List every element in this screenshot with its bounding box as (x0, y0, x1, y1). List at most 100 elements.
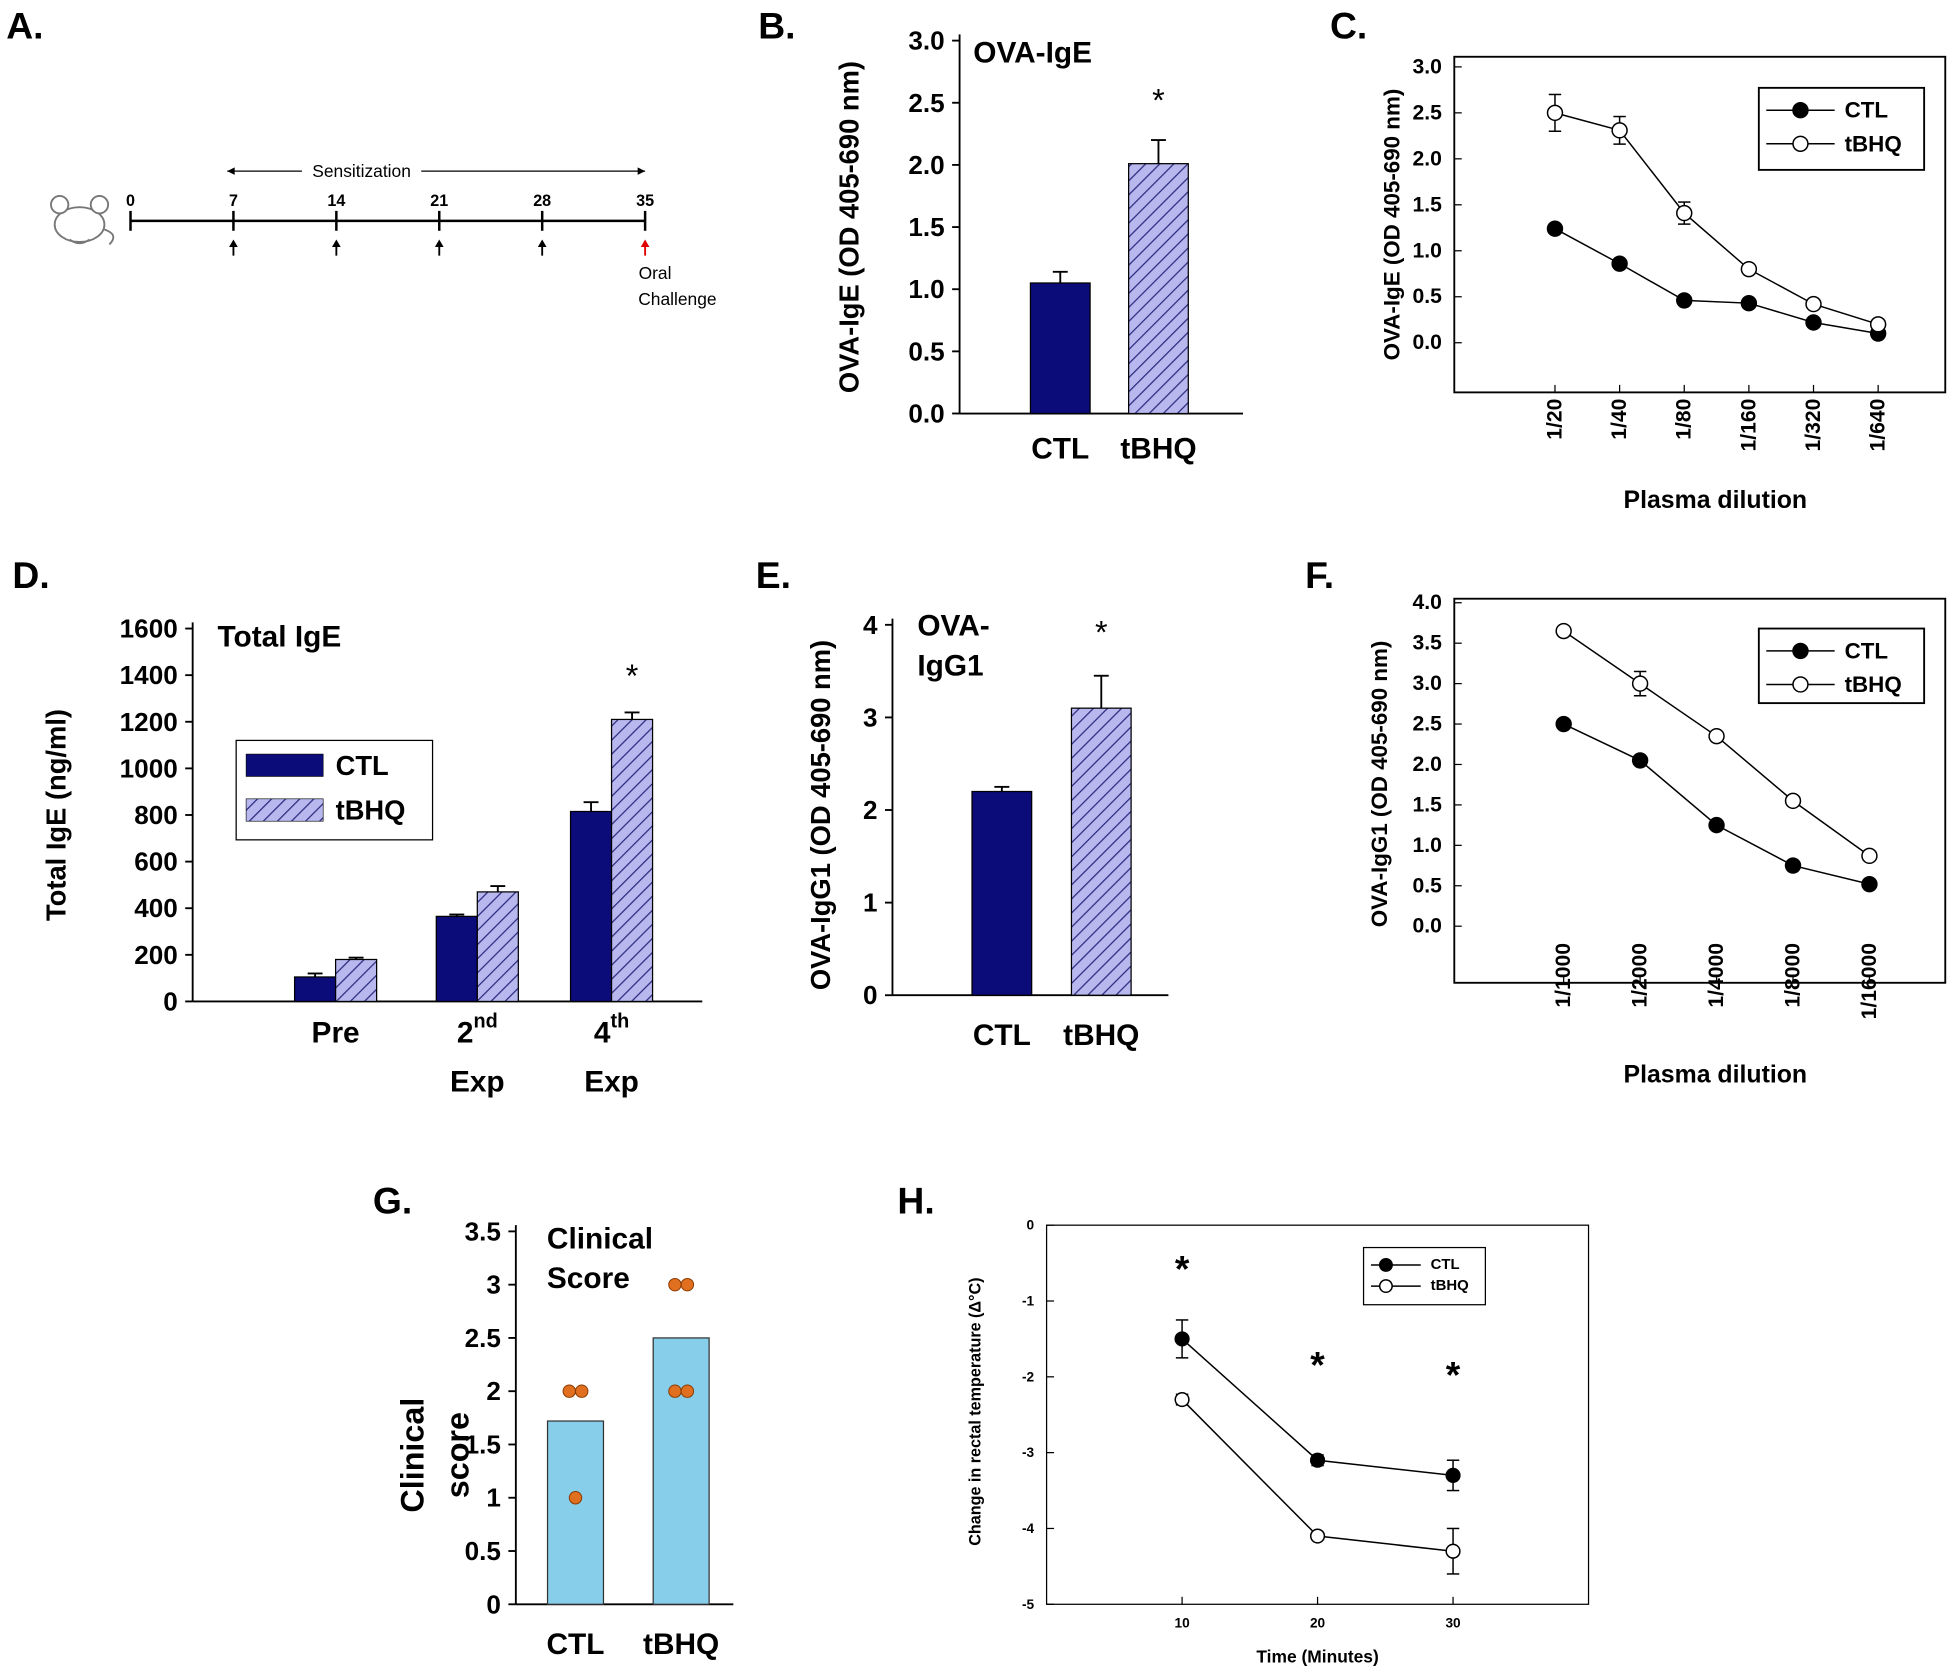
legend-marker (1378, 1257, 1393, 1272)
bar (546, 1420, 605, 1605)
x-tick-label: 1/8000 (1782, 943, 1805, 1008)
day-label: 14 (327, 192, 345, 210)
data-point (1631, 675, 1649, 692)
panel-label: B. (758, 5, 795, 47)
y-axis-label: OVA-IgG1 (OD 405-690 nm) (1367, 641, 1392, 928)
legend-box (1757, 86, 1926, 171)
bar (476, 891, 519, 1003)
x-tick-label: 1/4000 (1705, 943, 1728, 1008)
x-tick-label: 1/2000 (1629, 943, 1652, 1008)
chart-title: Clinical (547, 1222, 653, 1255)
chart-title: Total IgE (218, 621, 342, 654)
y-tick-label: 0 (486, 1589, 501, 1619)
y-tick-label: 1.5 (465, 1429, 501, 1459)
phase-label: Sensitization (312, 161, 411, 181)
x-tick-label-line2: Exp (450, 1066, 505, 1099)
panel-label: H. (897, 1179, 934, 1221)
legend-marker (1792, 102, 1809, 119)
y-tick-label: 0.5 (1412, 285, 1442, 308)
legend-marker (1378, 1279, 1393, 1294)
exposure-arrow-head (332, 239, 341, 247)
y-tick-label: 1.0 (1412, 239, 1441, 262)
x-tick-label-text: tBHQ (1063, 1018, 1139, 1051)
y-tick-label: 2.5 (1412, 101, 1442, 124)
chart-title: OVA-IgE (973, 37, 1092, 70)
x-tick-label: CTL (973, 1018, 1031, 1051)
y-tick-label: -4 (1022, 1521, 1035, 1536)
data-point (1555, 715, 1572, 733)
x-tick-label-text: tBHQ (1120, 432, 1196, 465)
data-point (680, 1384, 695, 1398)
x-tick-label: 10 (1174, 1615, 1190, 1630)
y-tick-label: 2.0 (908, 150, 944, 180)
data-point (1740, 260, 1758, 278)
y-tick-label: 3 (486, 1270, 501, 1300)
y-axis-label: OVA-IgE (OD 405-690 nm) (1380, 89, 1405, 361)
bar (1029, 282, 1091, 415)
y-tick-label: 1200 (120, 707, 178, 737)
data-point (680, 1277, 695, 1292)
x-tick-label: 1/1000 (1552, 943, 1575, 1008)
y-tick-label: 0 (163, 986, 178, 1016)
y-axis-label: OVA-IgE (OD 405-690 nm) (833, 61, 864, 393)
chart-title: OVA- (917, 610, 989, 643)
legend-label: CTL (1845, 638, 1888, 663)
y-tick-label: 2.0 (1412, 147, 1441, 170)
series-line (1554, 112, 1879, 326)
data-point (1708, 727, 1725, 745)
x-tick-label: tBHQ (1063, 1018, 1139, 1051)
legend-label: tBHQ (336, 795, 406, 826)
legend-marker (1792, 642, 1809, 660)
data-point (1445, 1467, 1461, 1483)
y-tick-label: 2.5 (908, 88, 944, 118)
y-tick-label: 0.5 (1412, 874, 1442, 897)
data-point (1174, 1331, 1190, 1347)
y-tick-label: 0.0 (1412, 331, 1441, 354)
legend-label: tBHQ (1845, 672, 1902, 697)
legend-label: CTL (1431, 1257, 1460, 1273)
data-point (1805, 314, 1822, 331)
data-point (575, 1384, 589, 1398)
data-point (668, 1384, 682, 1398)
plot-frame (1453, 597, 1947, 984)
y-tick-label: 3.5 (465, 1216, 501, 1246)
x-tick-label: 1/20 (1543, 399, 1566, 440)
data-point (1784, 792, 1802, 810)
y-tick-label: 1.5 (1412, 793, 1442, 816)
bar (610, 718, 654, 1003)
y-tick-label: 2.5 (465, 1323, 501, 1353)
y-axis-label: Total IgE (ng/ml) (40, 709, 71, 921)
y-tick-label: 2 (863, 795, 878, 825)
y-tick-label: 1.5 (908, 212, 944, 242)
x-tick-label: 1/40 (1608, 399, 1631, 440)
y-tick-label: -3 (1022, 1445, 1035, 1460)
panel-label: C. (1330, 5, 1367, 47)
data-point (1805, 295, 1822, 313)
annotation: * (626, 658, 639, 694)
annotation: * (1446, 1353, 1461, 1395)
y-tick-label: 1.0 (908, 274, 944, 304)
y-tick-label: 200 (134, 940, 178, 970)
y-tick-label: 1 (486, 1483, 501, 1513)
y-tick-label: 3.0 (908, 26, 944, 56)
x-tick-label-superscript: th (610, 1010, 629, 1032)
y-tick-label: 1.0 (1412, 834, 1441, 857)
data-point (1861, 875, 1878, 893)
data-point (1676, 292, 1693, 309)
annotation: * (1152, 82, 1165, 118)
data-point (568, 1491, 583, 1505)
y-axis-label: OVA-IgG1 (OD 405-690 nm) (805, 640, 836, 990)
data-point (668, 1277, 682, 1292)
annotation: Challenge (638, 289, 716, 309)
data-point (1546, 104, 1564, 122)
x-tick-label: 2nd (457, 1010, 498, 1049)
legend-label: tBHQ (1431, 1278, 1469, 1294)
data-point (1309, 1452, 1326, 1468)
y-tick-label: 0.5 (465, 1536, 501, 1566)
data-point (1869, 316, 1887, 333)
exposure-arrow-head (434, 239, 444, 247)
y-tick-label: 1 (863, 888, 878, 918)
data-point (1861, 847, 1878, 865)
y-tick-label: 1.5 (1412, 193, 1442, 216)
